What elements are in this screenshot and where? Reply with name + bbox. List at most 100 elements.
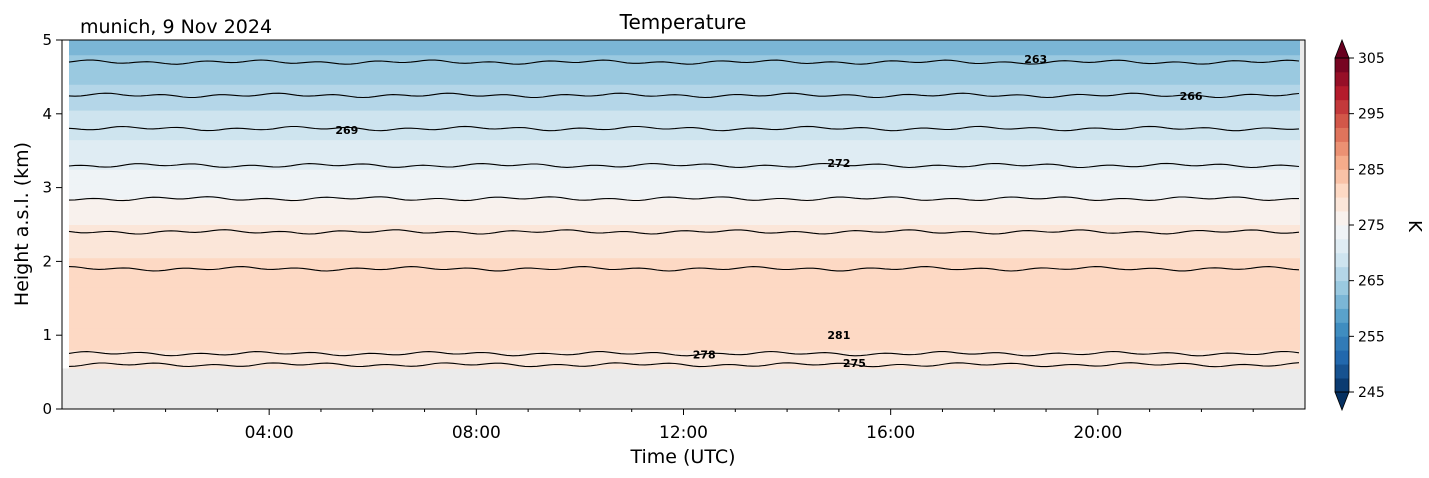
y-tick-label: 2 [42, 252, 52, 270]
temperature-band [69, 312, 1300, 318]
temperature-band [69, 249, 1300, 255]
temperature-band [69, 172, 1300, 178]
temperature-band [69, 205, 1300, 211]
contour-line [68, 59, 1300, 65]
temperature-band [69, 187, 1300, 192]
temperature-band [69, 242, 1300, 248]
temperature-band [69, 327, 1300, 333]
temperature-band [69, 364, 1300, 369]
contour-label: 269 [335, 124, 358, 137]
colorbar-extend-min [1334, 391, 1350, 412]
temperature-band [69, 69, 1300, 74]
x-tick-label: 20:00 [1073, 423, 1122, 443]
colorbar-segment [1335, 58, 1349, 73]
temperature-band [69, 139, 1300, 144]
temperature-band [69, 342, 1300, 347]
no-data-edge [1300, 40, 1305, 369]
temperature-band [69, 264, 1300, 270]
temperature-band [69, 168, 1300, 174]
y-tick-label: 5 [42, 31, 52, 49]
temperature-band [69, 268, 1300, 273]
temperature-band [69, 105, 1300, 111]
y-axis-label: Height a.s.l. (km) [11, 142, 33, 306]
temperature-band [69, 235, 1300, 240]
contour-label: 281 [827, 329, 850, 342]
temperature-band [69, 50, 1300, 56]
temperature-band [69, 257, 1300, 262]
temperature-band [69, 142, 1300, 148]
temperature-band [69, 246, 1300, 251]
colorbar-segment [1335, 294, 1349, 309]
colorbar-label: K [1404, 220, 1425, 233]
contour-line [68, 92, 1300, 99]
temperature-band [69, 305, 1300, 310]
contour-label: 266 [1180, 90, 1203, 103]
contour-line [68, 125, 1300, 132]
colorbar-segment [1335, 71, 1349, 87]
temperature-band [69, 356, 1300, 362]
contour-label: 278 [693, 348, 716, 361]
colorbar-segment [1335, 197, 1349, 212]
temperature-band [69, 297, 1300, 303]
temperature-band [69, 80, 1300, 85]
y-tick-label: 0 [42, 400, 52, 418]
colorbar-tick-label: 295 [1358, 107, 1385, 123]
temperature-band [69, 238, 1300, 244]
temperature-band [69, 176, 1300, 181]
temperature-band [69, 116, 1300, 122]
temperature-band [69, 323, 1300, 329]
temperature-band [69, 290, 1300, 296]
colorbar-tick-label: 275 [1358, 218, 1385, 234]
x-tick-label: 12:00 [659, 423, 708, 443]
temperature-band [69, 231, 1300, 237]
temperature-band [69, 212, 1300, 218]
colorbar-segment [1335, 378, 1349, 393]
temperature-band [69, 109, 1300, 115]
temperature-band [69, 209, 1300, 214]
temperature-band [69, 360, 1300, 366]
temperature-band [69, 283, 1300, 288]
temperature-band [69, 164, 1300, 170]
colorbar: 245 255 265 275 285 295 305 [1334, 38, 1385, 412]
temperature-band [69, 87, 1300, 93]
colorbar-segment [1335, 183, 1349, 198]
colorbar-segment [1335, 308, 1349, 323]
colorbar-segment [1335, 364, 1349, 379]
x-axis-label: Time (UTC) [629, 446, 735, 468]
y-tick-label: 4 [42, 105, 52, 123]
colorbar-segment [1335, 322, 1349, 337]
temperature-band [69, 124, 1300, 130]
contour-line [68, 196, 1300, 202]
temperature-band [69, 98, 1300, 104]
temperature-band [69, 260, 1300, 266]
contour-line [68, 162, 1300, 169]
no-data-region [62, 368, 1305, 409]
temperature-band [69, 253, 1300, 259]
temperature-band [69, 91, 1300, 96]
temperature-band [69, 338, 1300, 344]
plot-area: 263 266 269 272 281 278 275 [62, 40, 1305, 409]
colorbar-segment [1335, 169, 1349, 184]
temperature-band [69, 161, 1300, 166]
contour-label: 272 [827, 157, 850, 170]
temperature-band [69, 153, 1300, 159]
colorbar-segment [1335, 350, 1349, 365]
temperature-band [69, 83, 1300, 89]
temperature-band [69, 316, 1300, 321]
colorbar-segment [1335, 85, 1349, 101]
temperature-band [69, 46, 1300, 52]
temperature-band [69, 76, 1300, 82]
temperature-band [69, 150, 1300, 155]
x-tick-label: 04:00 [245, 423, 294, 443]
colorbar-tick-label: 265 [1358, 274, 1385, 290]
temperature-band [69, 227, 1300, 233]
colorbar-tick-label: 305 [1358, 51, 1385, 67]
temperature-band [69, 102, 1300, 107]
temperature-band [69, 183, 1300, 189]
temperature-band [69, 201, 1300, 207]
y-tick-label: 1 [42, 326, 52, 344]
contour-line [68, 266, 1300, 272]
temperature-band [69, 94, 1300, 100]
temperature-band [69, 131, 1300, 137]
colorbar-segment [1335, 336, 1349, 351]
